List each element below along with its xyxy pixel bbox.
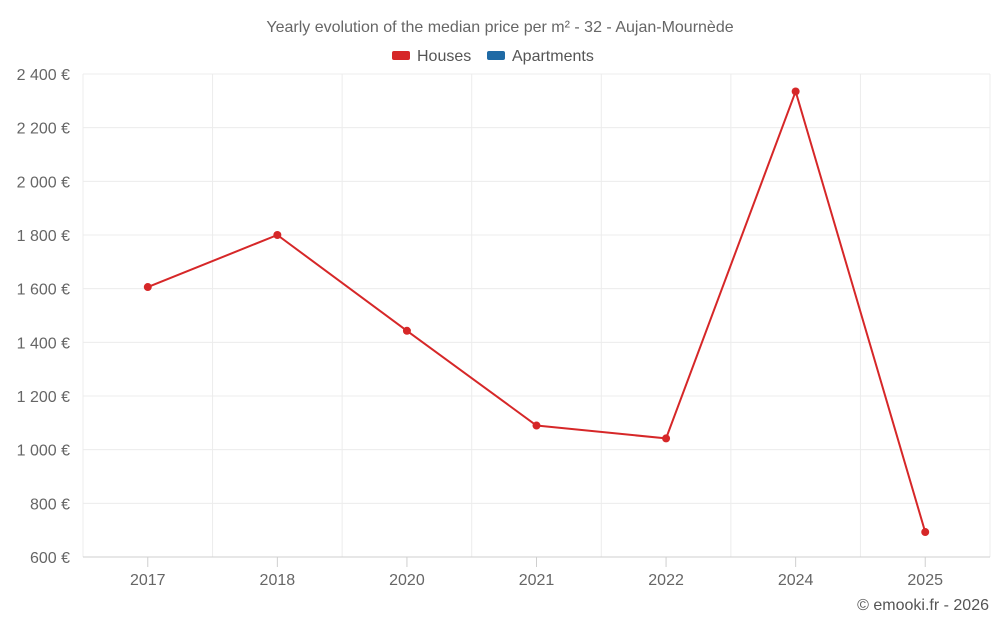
y-tick-label: 1 600 € [17, 282, 70, 299]
y-tick-label: 600 € [30, 550, 70, 567]
x-tick-label: 2024 [778, 572, 814, 589]
y-tick-label: 2 200 € [17, 121, 70, 138]
data-point-houses[interactable] [402, 326, 411, 335]
x-tick-label: 2020 [389, 572, 425, 589]
x-tick-label: 2021 [519, 572, 555, 589]
chart-title: Yearly evolution of the median price per… [266, 19, 733, 36]
x-axis: 2017 2018 2020 2021 2022 2024 2025 [83, 556, 990, 589]
data-point-houses[interactable] [143, 283, 152, 292]
y-tick-label: 1 200 € [17, 389, 70, 406]
legend-label-apartments: Apartments [512, 48, 594, 65]
legend-item-houses[interactable]: Houses [392, 48, 471, 65]
data-point-houses[interactable] [273, 231, 282, 239]
data-point-houses[interactable] [662, 434, 671, 443]
y-tick-label: 1 000 € [17, 443, 70, 460]
data-point-houses[interactable] [532, 421, 541, 430]
y-tick-label: 2 000 € [17, 174, 70, 191]
y-tick-label: 1 800 € [17, 228, 70, 245]
credit-text: © emooki.fr - 2026 [857, 597, 989, 614]
data-point-houses[interactable] [921, 528, 930, 537]
x-tick-label: 2018 [260, 572, 296, 589]
legend-swatch-apartments [487, 51, 505, 60]
y-tick-label: 800 € [30, 496, 70, 513]
data-point-houses[interactable] [791, 87, 800, 96]
y-axis: 600 € 800 € 1 000 € 1 200 € 1 400 € 1 600 € 1 … [17, 67, 70, 567]
gridlines [82, 73, 991, 557]
legend-swatch-houses [392, 51, 410, 60]
x-tick-label: 2017 [130, 572, 166, 589]
x-tick-label: 2022 [648, 572, 684, 589]
series-line-houses [147, 90, 927, 533]
legend: Houses Apartments [392, 48, 594, 65]
series [143, 87, 930, 537]
legend-label-houses: Houses [417, 48, 471, 65]
y-tick-label: 2 400 € [17, 67, 70, 84]
x-tick-label: 2025 [907, 572, 943, 589]
y-tick-label: 1 400 € [17, 335, 70, 352]
legend-item-apartments[interactable]: Apartments [487, 48, 594, 65]
